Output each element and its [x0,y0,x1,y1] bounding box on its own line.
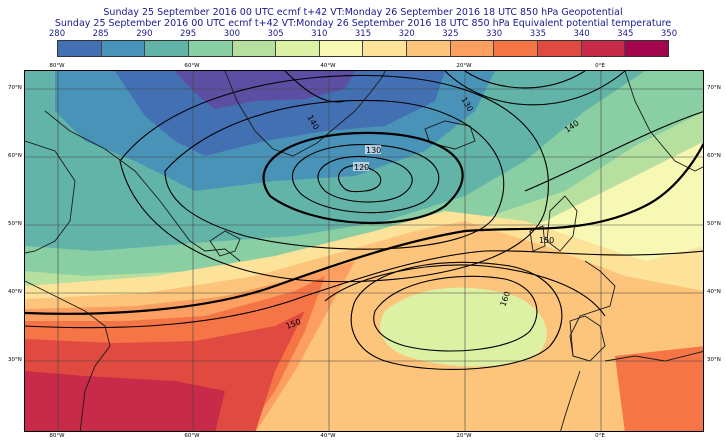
graticule [25,71,703,431]
colorbar-tick-label: 280 [48,29,66,39]
contour-line [25,250,703,329]
lon-label-bottom: 80°W [49,433,65,439]
labrador-coast [44,110,241,262]
contour-line [324,264,606,317]
mediterranean-coast [604,351,703,362]
newfoundland [209,230,241,257]
lat-label-right: 70°N [707,85,721,91]
hudson-coast [25,140,76,254]
coastlines [25,71,703,431]
lon-label-bottom: 40°W [320,433,336,439]
contour-line [317,155,413,203]
contour-line [119,74,549,283]
colorbar-swatch [58,41,102,56]
map-panel: 120 130 130 140 140 150 150 160 [24,70,704,432]
colorbar-tick-label: 335 [529,29,547,39]
contour-line [464,71,586,89]
contour-line-140 [284,71,346,103]
lon-label-top: 80°W [49,63,65,69]
scandinavia-coast [624,71,703,172]
colorbar-tick-label: 330 [485,29,503,39]
contour-label: 130 [366,146,381,155]
colorbar-tick-label: 300 [223,29,241,39]
map-canvas: 120 130 130 140 140 150 150 160 [25,71,703,431]
colorbar-tick-label: 340 [573,29,590,39]
contour-line [350,261,563,370]
theta-e-shade [175,71,355,109]
contour-line [338,165,382,193]
colorbar-tick-label: 345 [617,29,634,39]
colorbar-tick-label: 310 [311,29,328,39]
lon-label-bottom: 0°E [595,433,605,439]
colorbar-swatch [232,41,277,56]
colorbar-swatch [450,41,495,56]
lat-label-right: 40°N [707,289,721,295]
colorbar-swatch [625,41,668,56]
theta-e-shade [615,346,703,431]
lon-label-top: 0°E [595,63,605,69]
colorbar-tick-label: 320 [398,29,415,39]
colorbar-swatch [188,41,233,56]
lon-label-bottom: 20°W [456,433,472,439]
contour-line-160 [373,275,538,352]
lon-label-bottom: 60°W [184,433,200,439]
colorbar-tick-label: 305 [267,29,284,39]
contour-line-150 [25,142,703,315]
theta-e-shade [25,371,225,431]
colorbar [57,40,669,57]
north-america-east-coast [25,280,111,431]
colorbar-tick-label: 295 [179,29,197,39]
colorbar-tick-label: 285 [92,29,109,39]
greenland-coast [224,71,386,157]
colorbar-swatch [319,41,364,56]
contour-label: 150 [539,236,554,245]
lat-label-right: 60°N [707,153,721,159]
colorbar-tick-label: 350 [660,29,678,39]
chart-title-theta-e: Sunday 25 September 2016 00 UTC ecmf t+4… [54,18,672,29]
lat-label-left: 40°N [8,289,22,295]
colorbar-swatch [101,41,146,56]
colorbar-swatch [145,41,189,56]
lat-label-right: 30°N [707,357,721,363]
africa-coast [560,370,581,431]
contour-line-140 [524,111,703,192]
lat-label-right: 50°N [707,221,721,227]
lat-label-left: 60°N [8,153,22,159]
contour-line-130 [262,131,464,225]
lat-label-left: 50°N [8,221,22,227]
chart-title-geopotential: Sunday 25 September 2016 00 UTC ecmf t+4… [103,7,623,18]
colorbar-tick-label: 325 [442,29,459,39]
iberia-coast [569,315,606,362]
contour-line [164,99,505,250]
lat-label-left: 70°N [8,85,22,91]
contour-line [444,71,626,106]
colorbar-swatch [581,41,626,56]
colorbar-swatch [276,41,320,56]
colorbar-tick-label: 290 [136,29,153,39]
contour-line [291,144,440,214]
colorbar-swatch [494,41,539,56]
colorbar-swatch [407,41,451,56]
colorbar-swatch [538,41,582,56]
geopotential-contours [25,71,703,370]
lon-label-top: 40°W [320,63,336,69]
british-isles [546,195,578,252]
colorbar-tick-label: 315 [354,29,372,39]
lon-label-top: 20°W [456,63,472,69]
theta-e-shade [380,287,547,367]
lon-label-top: 60°W [184,63,200,69]
lat-label-left: 30°N [8,357,22,363]
contour-label: 120 [354,163,369,172]
colorbar-swatch [363,41,408,56]
